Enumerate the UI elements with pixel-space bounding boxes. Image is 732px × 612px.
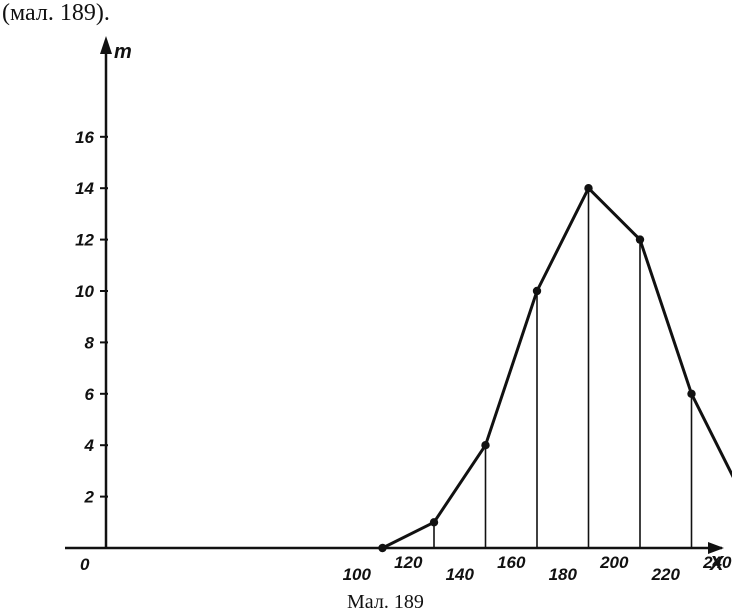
x-tick-label-200: 200 bbox=[599, 553, 629, 572]
x-tick-label-100: 100 bbox=[343, 565, 372, 584]
x-tick-label-240: 240 bbox=[702, 553, 732, 572]
y-ticks: 2 4 6 8 10 12 14 16 bbox=[75, 128, 108, 507]
x-tick-label-120: 120 bbox=[394, 553, 423, 572]
x-axis-arrow bbox=[708, 542, 724, 554]
y-axis-arrow bbox=[100, 36, 112, 54]
x-ticks: 100120140160180200220240260280300 bbox=[343, 553, 732, 584]
y-tick-label-12: 12 bbox=[75, 231, 94, 250]
y-tick-label-4: 4 bbox=[84, 436, 95, 455]
y-tick-label-16: 16 bbox=[75, 128, 94, 147]
y-tick-label-6: 6 bbox=[85, 385, 95, 404]
y-tick-label-8: 8 bbox=[85, 333, 95, 352]
drop-lines bbox=[433, 188, 693, 548]
data-point-150 bbox=[481, 441, 490, 450]
series-group bbox=[378, 184, 732, 553]
header-text: (мал. 189). bbox=[2, 0, 110, 26]
data-point-130 bbox=[429, 518, 439, 527]
y-axis-label: m bbox=[114, 41, 132, 63]
data-point-190 bbox=[584, 184, 593, 193]
series-line bbox=[381, 186, 732, 550]
data-point-110 bbox=[378, 543, 387, 553]
x-tick-label-140: 140 bbox=[446, 565, 475, 584]
x-tick-label-180: 180 bbox=[549, 565, 578, 584]
y-tick-label-10: 10 bbox=[75, 282, 94, 301]
y-tick-label-2: 2 bbox=[84, 488, 95, 507]
x-tick-label-160: 160 bbox=[497, 553, 526, 572]
data-point-210 bbox=[635, 235, 645, 244]
data-point-230 bbox=[687, 389, 696, 398]
y-tick-label-14: 14 bbox=[75, 179, 94, 198]
data-point-170 bbox=[532, 286, 542, 296]
origin-label: 0 bbox=[80, 555, 90, 574]
x-axis-label: X bbox=[709, 553, 725, 575]
x-tick-label-220: 220 bbox=[651, 565, 681, 584]
figure-caption: Мал. 189 bbox=[347, 591, 424, 612]
